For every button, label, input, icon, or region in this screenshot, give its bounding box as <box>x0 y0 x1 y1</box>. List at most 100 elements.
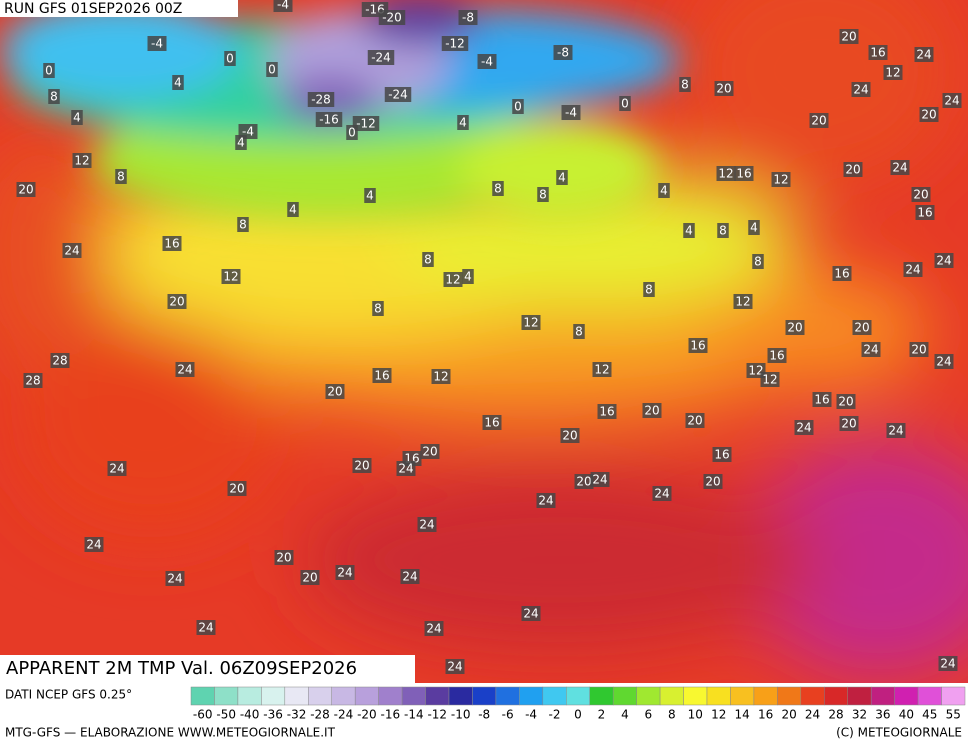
map-label: 16 <box>870 46 885 60</box>
label-box <box>521 606 541 621</box>
label-box <box>492 181 504 196</box>
label-box <box>836 394 856 409</box>
legend-label: -20 <box>357 708 377 722</box>
label-box <box>417 517 437 532</box>
legend-swatch <box>237 686 262 706</box>
map-label: -28 <box>311 93 331 107</box>
map-label: 12 <box>885 66 900 80</box>
map-label: -8 <box>462 11 474 25</box>
map-label: 0 <box>226 52 234 66</box>
map-label: 12 <box>594 363 609 377</box>
legend-label: 6 <box>645 708 653 722</box>
title-box <box>0 655 415 683</box>
label-box <box>457 115 469 130</box>
map-label: 24 <box>167 572 182 586</box>
legend-swatch <box>683 686 708 706</box>
map-label: 4 <box>660 184 668 198</box>
map-label: 20 <box>787 321 802 335</box>
label-box <box>688 338 708 353</box>
map-label: -12 <box>356 117 376 131</box>
label-box <box>384 87 412 102</box>
legend-label: 14 <box>735 708 750 722</box>
label-box <box>325 384 345 399</box>
temperature-field <box>0 0 968 683</box>
map-label: 0 <box>268 63 276 77</box>
legend-swatch <box>800 686 825 706</box>
map-label: 28 <box>25 374 40 388</box>
legend-swatch <box>331 686 356 706</box>
map-label: 4 <box>73 111 81 125</box>
legend-label: 28 <box>828 708 843 722</box>
label-box <box>372 368 392 383</box>
map-label: 4 <box>366 189 374 203</box>
map-label: 12 <box>223 270 238 284</box>
legend: -60 -50 -40 -36 -32 -28 -24 -20 -16 -14 -12 -10 -8 -6… <box>190 686 966 722</box>
legend-swatch <box>472 686 497 706</box>
map-label: 20 <box>302 571 317 585</box>
map-label: 16 <box>714 448 729 462</box>
label-box <box>785 320 805 335</box>
map-label: 20 <box>838 395 853 409</box>
map-label: 20 <box>644 404 659 418</box>
label-box <box>372 301 384 316</box>
label-box <box>107 461 127 476</box>
label-box <box>422 252 434 267</box>
label-box <box>597 404 617 419</box>
label-box <box>652 486 672 501</box>
map-label: 12 <box>445 273 460 287</box>
label-box <box>477 54 497 69</box>
label-box <box>760 372 780 387</box>
legend-label: 2 <box>598 708 606 722</box>
map-label: 24 <box>905 263 920 277</box>
map-label: 24 <box>853 83 868 97</box>
label-box <box>716 166 736 181</box>
map-label: 8 <box>117 170 125 184</box>
map-label: 20 <box>845 163 860 177</box>
map-label: 16 <box>164 237 179 251</box>
map-label: 16 <box>690 339 705 353</box>
legend-swatch <box>542 686 567 706</box>
map-label: -8 <box>557 46 569 60</box>
label-box <box>172 75 184 90</box>
map-label: 0 <box>514 100 522 114</box>
legend-label: 8 <box>668 708 676 722</box>
map-label: 24 <box>523 607 538 621</box>
map-label: 20 <box>811 114 826 128</box>
label-box <box>812 392 832 407</box>
label-box <box>378 10 406 25</box>
label-box <box>16 182 36 197</box>
label-box <box>903 262 923 277</box>
map-label: 12 <box>718 167 733 181</box>
label-box <box>794 420 814 435</box>
map-label: 4 <box>459 116 467 130</box>
label-box <box>537 187 549 202</box>
label-box <box>167 294 187 309</box>
map-label: 20 <box>705 475 720 489</box>
label-box <box>237 217 249 232</box>
legend-swatch <box>589 686 614 706</box>
map-label: 20 <box>576 475 591 489</box>
map-label: 20 <box>841 417 856 431</box>
legend-label: 32 <box>852 708 867 722</box>
label-box <box>574 474 594 489</box>
legend-label: -50 <box>216 708 236 722</box>
label-box <box>482 415 502 430</box>
map-label: 20 <box>921 108 936 122</box>
legend-swatch <box>847 686 872 706</box>
map-label: 20 <box>169 295 184 309</box>
legend-swatch <box>284 686 309 706</box>
label-box <box>619 96 631 111</box>
label-box <box>851 82 871 97</box>
map-label: 12 <box>433 370 448 384</box>
legend-label: -24 <box>334 708 354 722</box>
legend-swatch <box>870 686 895 706</box>
legend-label: -32 <box>287 708 307 722</box>
label-box <box>274 550 294 565</box>
map-label: 20 <box>276 551 291 565</box>
map-label: 0 <box>621 97 629 111</box>
legend-swatch <box>378 686 403 706</box>
label-box <box>843 162 863 177</box>
map-label: -4 <box>565 106 577 120</box>
label-box <box>839 29 859 44</box>
map-label: 4 <box>464 270 472 284</box>
